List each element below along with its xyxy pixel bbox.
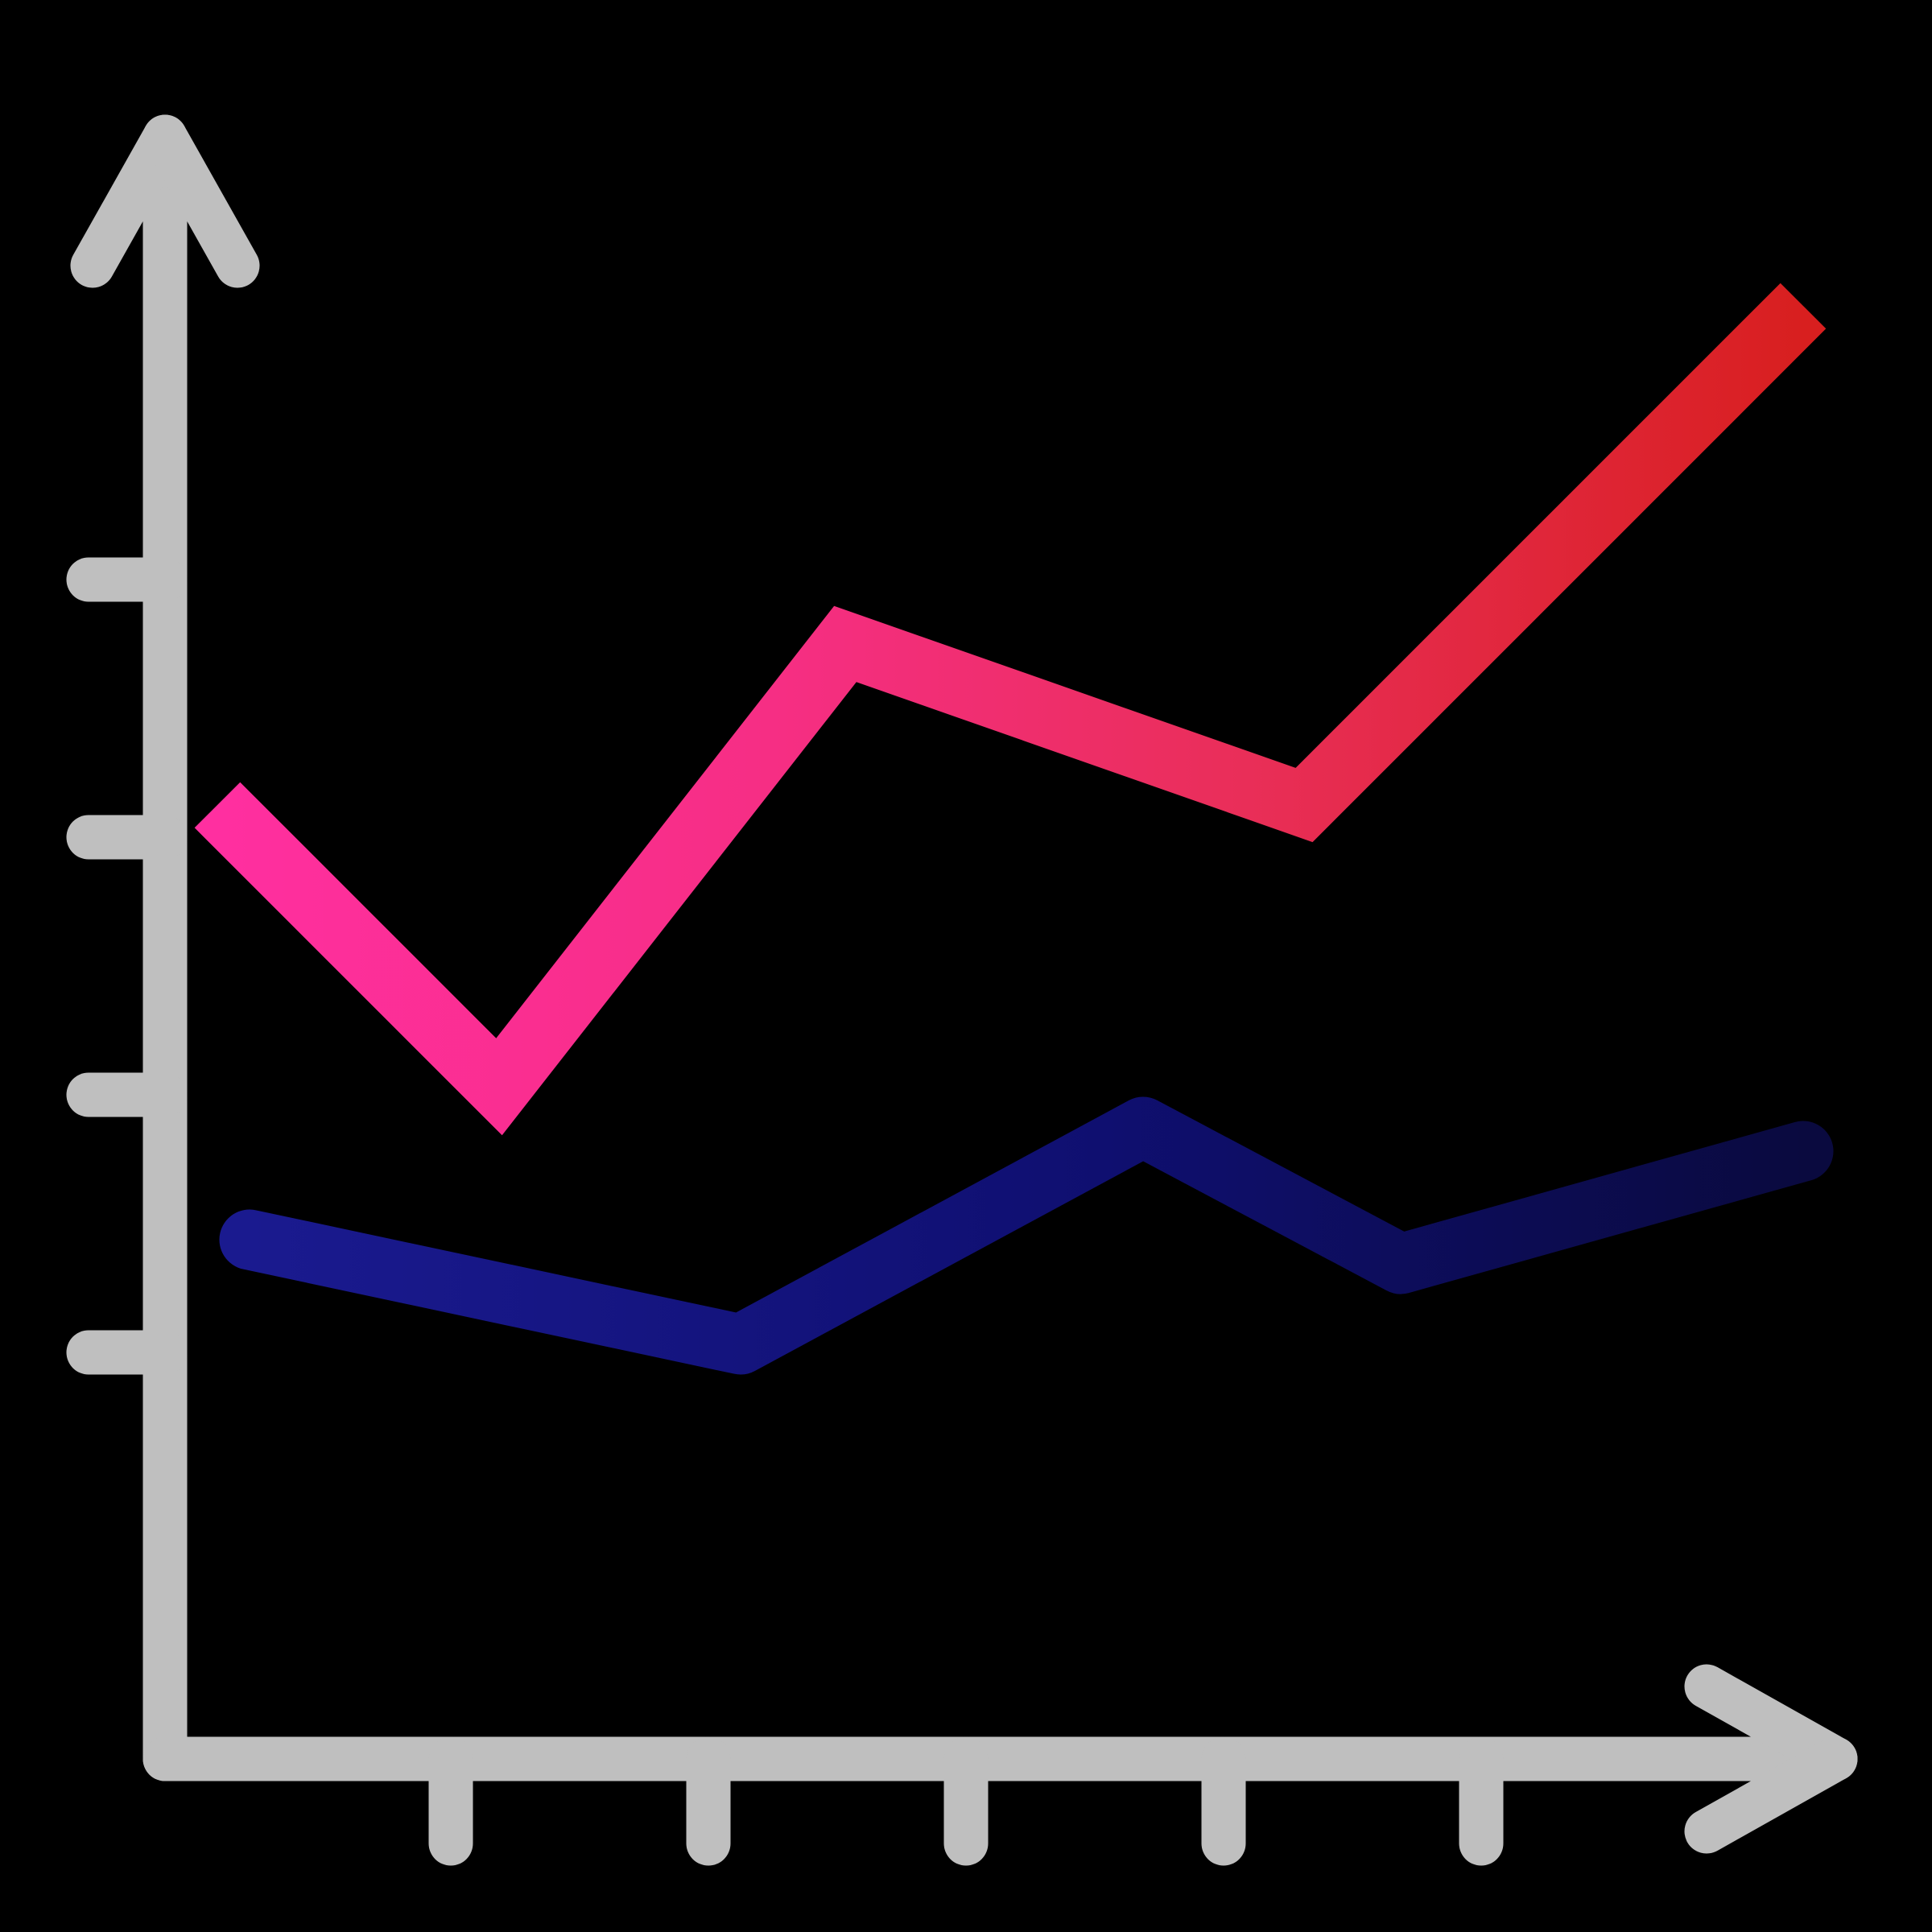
line-chart-icon [0, 0, 1932, 1932]
chart-background [0, 0, 1932, 1932]
chart-svg [0, 0, 1932, 1932]
